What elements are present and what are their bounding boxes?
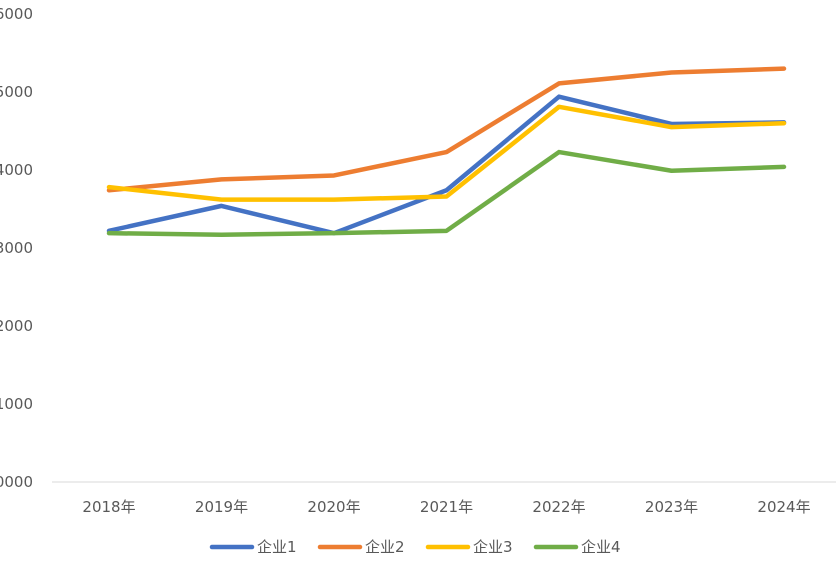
legend: 企业1 企业2 企业3 企业4 (209, 538, 621, 556)
x-tick-label: 2023年 (645, 498, 698, 516)
x-tick-label: 2021年 (420, 498, 473, 516)
x-tick-label: 2020年 (307, 498, 360, 516)
series-group (106, 66, 787, 237)
y-tick-label: 3000 (0, 239, 33, 257)
series-line-3 (106, 104, 787, 202)
series-line-1 (106, 94, 787, 236)
x-tick-label: 2019年 (195, 498, 248, 516)
y-tick-label: 2000 (0, 317, 33, 335)
y-tick-label: 5000 (0, 83, 33, 101)
x-tick-label: 2024年 (757, 498, 810, 516)
legend-label-4: 企业4 (581, 538, 621, 556)
y-tick-label: 6000 (0, 5, 33, 23)
series-line-4 (106, 149, 787, 237)
x-tick-label: 2022年 (532, 498, 585, 516)
legend-label-1: 企业1 (257, 538, 297, 556)
legend-label-3: 企业3 (473, 538, 513, 556)
series-line-2 (106, 66, 787, 193)
x-tick-label: 2018年 (82, 498, 135, 516)
legend-label-2: 企业2 (365, 538, 405, 556)
y-tick-label: 1000 (0, 395, 33, 413)
x-axis: 2018年 2019年 2020年 2021年 2022年 2023年 2024年 (82, 498, 810, 516)
y-tick-label: 4000 (0, 161, 33, 179)
